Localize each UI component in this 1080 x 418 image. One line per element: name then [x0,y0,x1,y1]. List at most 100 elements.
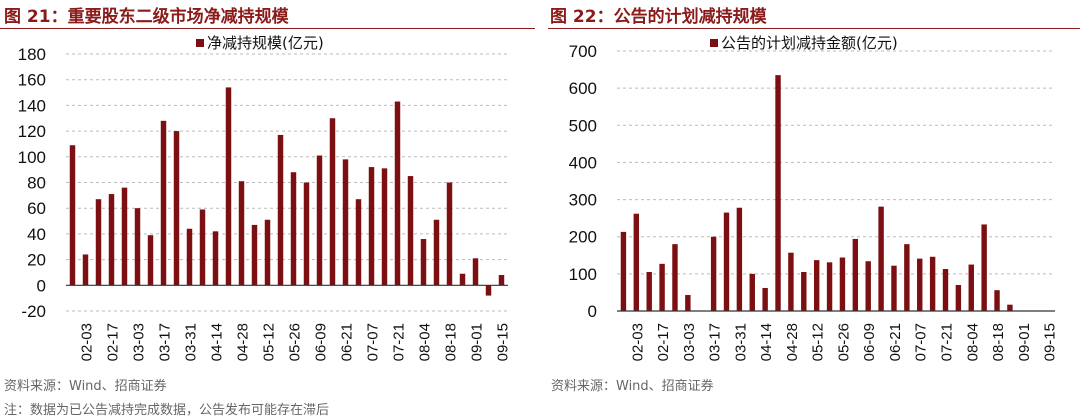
x-tick-label: 06-09 [313,323,330,361]
x-tick-label: 04-28 [784,323,801,361]
y-tick-label: 0 [37,276,46,295]
bar [801,272,807,311]
bar [646,272,652,311]
legend-swatch [196,39,204,47]
bar [981,224,987,311]
y-tick-label: 60 [27,199,46,218]
x-tick-label: 04-28 [235,323,252,361]
bar [904,244,910,311]
bar [878,206,884,311]
bar [342,159,349,286]
legend-swatch [710,39,718,47]
bar [839,257,846,311]
bar [225,87,232,286]
bar [788,252,794,311]
bar [186,228,193,286]
bar [82,254,89,286]
x-tick-label: 08-18 [990,323,1007,361]
bar [968,264,974,311]
x-tick-label: 03-03 [131,323,148,361]
bar [710,236,717,311]
y-tick-label: 0 [588,302,597,321]
x-tick-label: 02-03 [629,323,646,361]
bar [199,209,206,286]
bar [277,134,284,286]
x-tick-label: 07-21 [391,323,408,361]
x-tick-label: 08-04 [964,323,981,361]
y-tick-label: 200 [569,228,597,247]
left-source: 资料来源：Wind、招商证券 [4,379,167,394]
left-note: 注：数据为已公告减持完成数据，公告发布可能存在滞后 [4,403,330,418]
x-tick-label: 03-03 [681,323,698,361]
bar [69,145,76,286]
y-tick-label: 600 [569,79,597,98]
x-tick-label: 05-26 [287,323,304,361]
y-tick-label: 160 [18,71,46,90]
bar [160,120,167,286]
bar [251,224,258,286]
x-tick-label: 03-17 [707,323,724,361]
bar [368,167,375,286]
bar [446,182,453,286]
y-tick-label: -20 [21,302,46,321]
bar [826,262,833,311]
bar [472,258,479,286]
bar [672,244,678,311]
y-tick-label: 180 [18,45,46,64]
legend-label: 净减持规模(亿元) [207,34,324,52]
bar [381,168,388,286]
bar [736,207,743,311]
bar [355,199,362,286]
y-tick-label: 140 [18,96,46,115]
x-tick-label: 09-01 [469,323,486,361]
bar [459,273,466,286]
x-tick-label: 09-01 [1016,323,1033,361]
x-tick-label: 08-18 [443,323,460,361]
x-tick-label: 04-14 [758,323,775,361]
bar [917,258,923,311]
y-tick-label: 700 [569,42,597,61]
bar [1007,304,1013,311]
right-chart-title: 图 22：公告的计划减持规模 [550,7,767,27]
y-tick-label: 500 [569,116,597,135]
x-tick-label: 03-31 [732,323,749,361]
bar [775,75,781,311]
bar [865,261,871,311]
bar [134,208,141,286]
x-tick-label: 04-14 [209,323,226,361]
bar [929,256,936,311]
bar [329,118,336,286]
x-tick-label: 07-07 [365,323,382,361]
bar [108,194,115,286]
bar [723,212,730,311]
y-tick-label: 20 [27,251,46,270]
bar [485,285,492,296]
y-tick-label: 40 [27,225,46,244]
legend-label: 公告的计划减持金额(亿元) [721,34,898,52]
x-tick-label: 03-17 [157,323,174,361]
bar [433,219,440,286]
bar [813,260,820,311]
bar [498,275,505,286]
bar [685,295,691,311]
y-tick-label: 100 [569,265,597,284]
x-tick-label: 06-21 [339,323,356,361]
x-tick-label: 05-12 [810,323,827,361]
x-tick-label: 09-15 [1042,323,1059,361]
bar [212,231,219,286]
bar [659,263,665,311]
bar [762,287,768,311]
x-tick-label: 05-12 [261,323,278,361]
bar [394,101,401,286]
bar [147,235,154,286]
bar [238,181,245,286]
x-tick-label: 07-21 [939,323,956,361]
y-tick-label: 120 [18,122,46,141]
bar [121,187,128,286]
bar [942,269,949,311]
bar [95,199,102,286]
bar [290,172,297,286]
x-tick-label: 03-31 [183,323,200,361]
x-tick-label: 07-07 [913,323,930,361]
bar [994,290,1000,311]
